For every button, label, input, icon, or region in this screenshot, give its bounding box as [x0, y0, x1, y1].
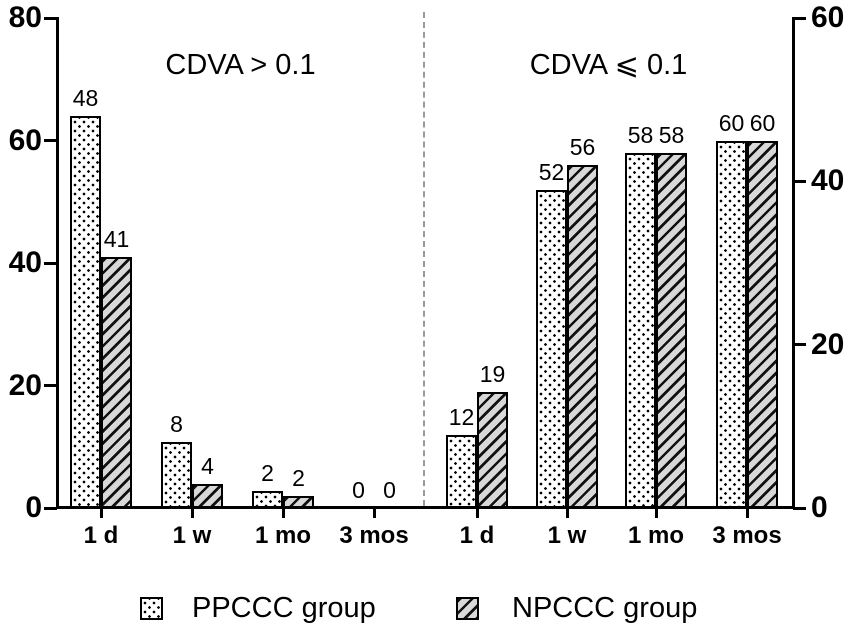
x-axis-tick	[99, 508, 103, 518]
bar-value-label: 58	[627, 121, 654, 148]
x-axis-tick	[372, 508, 376, 518]
x-axis-tick	[654, 508, 658, 518]
right-axis-tick-label: 0	[811, 491, 828, 524]
x-axis-tick	[190, 508, 194, 518]
legend-swatch-ppccc-dots	[140, 597, 163, 620]
left-axis-tick	[44, 384, 57, 387]
bar	[656, 152, 687, 508]
panel-title-right: CDVA ⩽ 0.1	[529, 49, 688, 81]
x-axis-category-label: 1 d	[459, 522, 495, 549]
bar-value-label: 4	[201, 452, 214, 479]
bar-value-label: 2	[261, 460, 274, 487]
x-axis-category-label: 1 w	[547, 522, 587, 549]
x-axis-category-label: 1 d	[83, 522, 119, 549]
right-axis-tick	[793, 506, 806, 510]
bar	[70, 116, 101, 508]
x-axis-category-label: 1 w	[172, 522, 212, 549]
x-axis-category-label: 3 mos	[339, 522, 409, 549]
bar-value-label: 2	[292, 464, 305, 491]
left-axis-tick	[44, 16, 57, 20]
bar-value-label: 0	[383, 477, 396, 503]
bar	[567, 165, 598, 508]
bar-value-label: 19	[479, 360, 506, 387]
bar-value-label: 48	[72, 85, 99, 111]
bar-value-label: 0	[352, 477, 365, 503]
x-axis-tick	[565, 508, 569, 518]
panel-divider-dashed-line	[423, 12, 425, 506]
bar	[536, 189, 567, 508]
bar	[446, 434, 477, 508]
x-axis-tick	[745, 508, 749, 518]
right-axis-tick-label: 60	[811, 1, 845, 34]
bar-value-label: 52	[538, 158, 565, 185]
bar-value-label: 56	[569, 134, 596, 160]
left-axis-tick	[44, 506, 57, 510]
bar-value-label: 12	[448, 403, 475, 430]
right-axis-tick	[793, 16, 806, 20]
bar	[625, 152, 656, 508]
bar-value-label: 60	[718, 109, 745, 136]
left-axis-tick-label: 40	[8, 246, 42, 279]
legend-swatch-npccc-hatch	[456, 597, 479, 620]
bar	[283, 495, 314, 508]
bar	[716, 140, 747, 508]
x-axis-category-label: 3 mos	[712, 522, 782, 549]
bar	[161, 442, 192, 508]
bar	[101, 256, 132, 508]
right-axis-tick-label: 20	[811, 327, 845, 361]
left-axis-tick	[44, 261, 57, 265]
left-y-axis-line	[56, 17, 59, 509]
right-axis-tick	[793, 343, 806, 347]
x-axis-category-label: 1 mo	[254, 522, 311, 549]
legend-label-ppccc: PPCCC group	[192, 592, 376, 624]
legend-label-npccc: NPCCC group	[512, 592, 698, 624]
left-axis-tick-label: 0	[25, 491, 42, 524]
bar	[477, 391, 508, 508]
bar-value-label: 41	[103, 225, 130, 252]
x-axis-tick	[475, 508, 479, 518]
bar	[747, 140, 778, 508]
bar	[192, 483, 223, 508]
left-axis-tick-label: 80	[8, 1, 42, 34]
left-axis-tick-label: 60	[8, 123, 42, 157]
right-axis-tick-label: 40	[811, 164, 845, 198]
x-axis-line	[56, 505, 795, 509]
bar-value-label: 8	[170, 411, 183, 438]
x-axis-category-label: 1 mo	[627, 522, 684, 549]
bar-value-label: 58	[658, 121, 685, 148]
right-y-axis-line	[792, 17, 795, 509]
right-axis-tick	[793, 179, 806, 183]
x-axis-tick	[281, 508, 285, 518]
panel-title-left: CDVA > 0.1	[165, 49, 316, 81]
left-axis-tick	[44, 139, 57, 142]
left-axis-tick-label: 20	[8, 368, 42, 402]
bar-value-label: 60	[749, 109, 776, 136]
